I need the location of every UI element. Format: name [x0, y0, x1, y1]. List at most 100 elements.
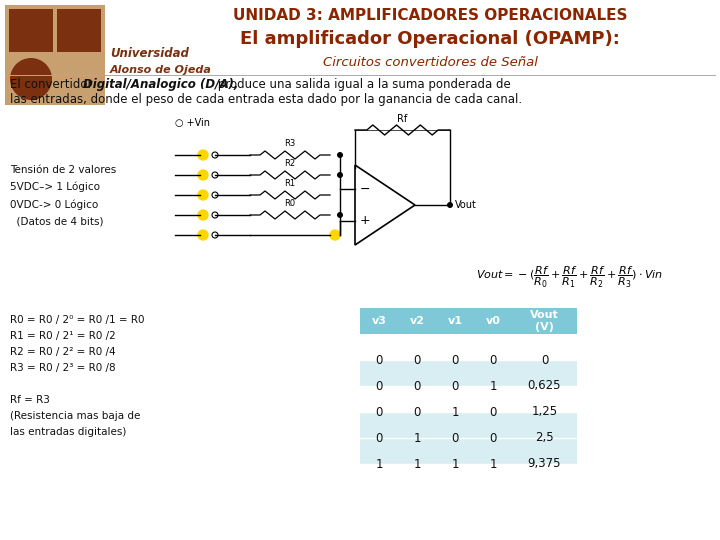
- Circle shape: [212, 192, 218, 198]
- Text: v0: v0: [485, 316, 500, 326]
- Bar: [474, 334, 512, 360]
- Bar: [474, 360, 512, 386]
- Text: 0VDC-> 0 Lógico: 0VDC-> 0 Lógico: [10, 199, 98, 210]
- Text: R3: R3: [284, 139, 296, 148]
- Circle shape: [337, 172, 343, 178]
- Text: 0: 0: [413, 354, 420, 367]
- Bar: [474, 386, 512, 412]
- Bar: [360, 360, 398, 386]
- Bar: [57, 9, 101, 52]
- Text: R2 = R0 / 2² = R0 /4: R2 = R0 / 2² = R0 /4: [10, 347, 116, 357]
- Text: Rf = R3: Rf = R3: [10, 395, 50, 405]
- Text: 0: 0: [541, 354, 548, 367]
- Text: El amplificador Operacional (OPAMP):: El amplificador Operacional (OPAMP):: [240, 30, 620, 48]
- Text: Digital/Analogico (D/A),: Digital/Analogico (D/A),: [83, 78, 238, 91]
- Text: Rf: Rf: [397, 114, 408, 124]
- Circle shape: [198, 170, 208, 180]
- Text: 0: 0: [490, 406, 497, 419]
- Circle shape: [212, 172, 218, 178]
- Text: las entradas, donde el peso de cada entrada esta dado por la ganancia de cada ca: las entradas, donde el peso de cada entr…: [10, 93, 522, 106]
- Text: 1: 1: [451, 406, 459, 419]
- Text: 0: 0: [375, 406, 383, 419]
- Bar: [398, 360, 436, 386]
- Text: 1: 1: [413, 431, 420, 444]
- Text: produce una salida igual a la suma ponderada de: produce una salida igual a la suma ponde…: [214, 78, 510, 91]
- Bar: [512, 438, 577, 464]
- Text: 1: 1: [375, 457, 383, 470]
- Text: 0: 0: [490, 354, 497, 367]
- Text: $Vout = -(\dfrac{Rf}{R_0}+\dfrac{Rf}{R_1}+\dfrac{Rf}{R_2}+\dfrac{Rf}{R_3})\cdot : $Vout = -(\dfrac{Rf}{R_0}+\dfrac{Rf}{R_1…: [477, 265, 664, 291]
- Bar: [360, 386, 398, 412]
- Text: R1: R1: [284, 179, 296, 188]
- Text: R3 = R0 / 2³ = R0 /8: R3 = R0 / 2³ = R0 /8: [10, 363, 116, 373]
- Text: El convertidor: El convertidor: [10, 78, 96, 91]
- Circle shape: [198, 230, 208, 240]
- Bar: [398, 412, 436, 438]
- Text: 0: 0: [413, 380, 420, 393]
- Circle shape: [447, 202, 453, 208]
- Bar: [360, 438, 398, 464]
- Text: 5VDC–> 1 Lógico: 5VDC–> 1 Lógico: [10, 182, 100, 192]
- Text: 0: 0: [375, 354, 383, 367]
- Circle shape: [10, 58, 52, 100]
- Text: R0: R0: [284, 199, 296, 208]
- Text: 1: 1: [490, 380, 497, 393]
- Text: v3: v3: [372, 316, 387, 326]
- Circle shape: [212, 232, 218, 238]
- Circle shape: [337, 152, 343, 158]
- Text: (Datos de 4 bits): (Datos de 4 bits): [10, 216, 104, 226]
- Text: 0: 0: [490, 431, 497, 444]
- Bar: [398, 308, 436, 334]
- Text: 2,5: 2,5: [535, 431, 554, 444]
- Text: ○ +Vin: ○ +Vin: [175, 118, 210, 128]
- Bar: [436, 412, 474, 438]
- Text: 0,625: 0,625: [528, 380, 562, 393]
- Bar: [360, 308, 398, 334]
- Text: 0: 0: [375, 380, 383, 393]
- Circle shape: [330, 230, 340, 240]
- Text: R0 = R0 / 2⁰ = R0 /1 = R0: R0 = R0 / 2⁰ = R0 /1 = R0: [10, 315, 145, 325]
- Text: (Resistencia mas baja de: (Resistencia mas baja de: [10, 411, 140, 421]
- Bar: [398, 438, 436, 464]
- Text: Vout
(V): Vout (V): [530, 310, 559, 332]
- Circle shape: [212, 152, 218, 158]
- Text: 1: 1: [490, 457, 497, 470]
- Text: 1: 1: [451, 457, 459, 470]
- Text: 9,375: 9,375: [528, 457, 562, 470]
- Bar: [5, 5, 105, 105]
- Text: R1 = R0 / 2¹ = R0 /2: R1 = R0 / 2¹ = R0 /2: [10, 331, 116, 341]
- Text: 0: 0: [451, 431, 459, 444]
- Bar: [360, 334, 398, 360]
- Circle shape: [198, 190, 208, 200]
- Text: v1: v1: [448, 316, 462, 326]
- Text: Vout: Vout: [455, 200, 477, 210]
- Bar: [436, 438, 474, 464]
- Circle shape: [198, 150, 208, 160]
- Text: 0: 0: [451, 380, 459, 393]
- Bar: [436, 308, 474, 334]
- Bar: [436, 334, 474, 360]
- Text: R2: R2: [284, 159, 296, 168]
- Bar: [474, 412, 512, 438]
- Bar: [512, 412, 577, 438]
- Text: 1: 1: [413, 457, 420, 470]
- Text: 0: 0: [451, 354, 459, 367]
- Text: las entradas digitales): las entradas digitales): [10, 427, 127, 437]
- Text: +: +: [360, 214, 371, 227]
- Text: v2: v2: [410, 316, 425, 326]
- Text: Alonso de Ojeda: Alonso de Ojeda: [110, 65, 212, 75]
- Bar: [9, 9, 53, 52]
- Bar: [398, 386, 436, 412]
- Bar: [360, 412, 398, 438]
- Circle shape: [212, 212, 218, 218]
- Circle shape: [198, 210, 208, 220]
- Bar: [512, 360, 577, 386]
- Text: 1,25: 1,25: [531, 406, 557, 419]
- Bar: [512, 386, 577, 412]
- Bar: [398, 334, 436, 360]
- Circle shape: [337, 212, 343, 218]
- Bar: [474, 308, 512, 334]
- Bar: [474, 438, 512, 464]
- Text: −: −: [360, 183, 371, 195]
- Bar: [436, 386, 474, 412]
